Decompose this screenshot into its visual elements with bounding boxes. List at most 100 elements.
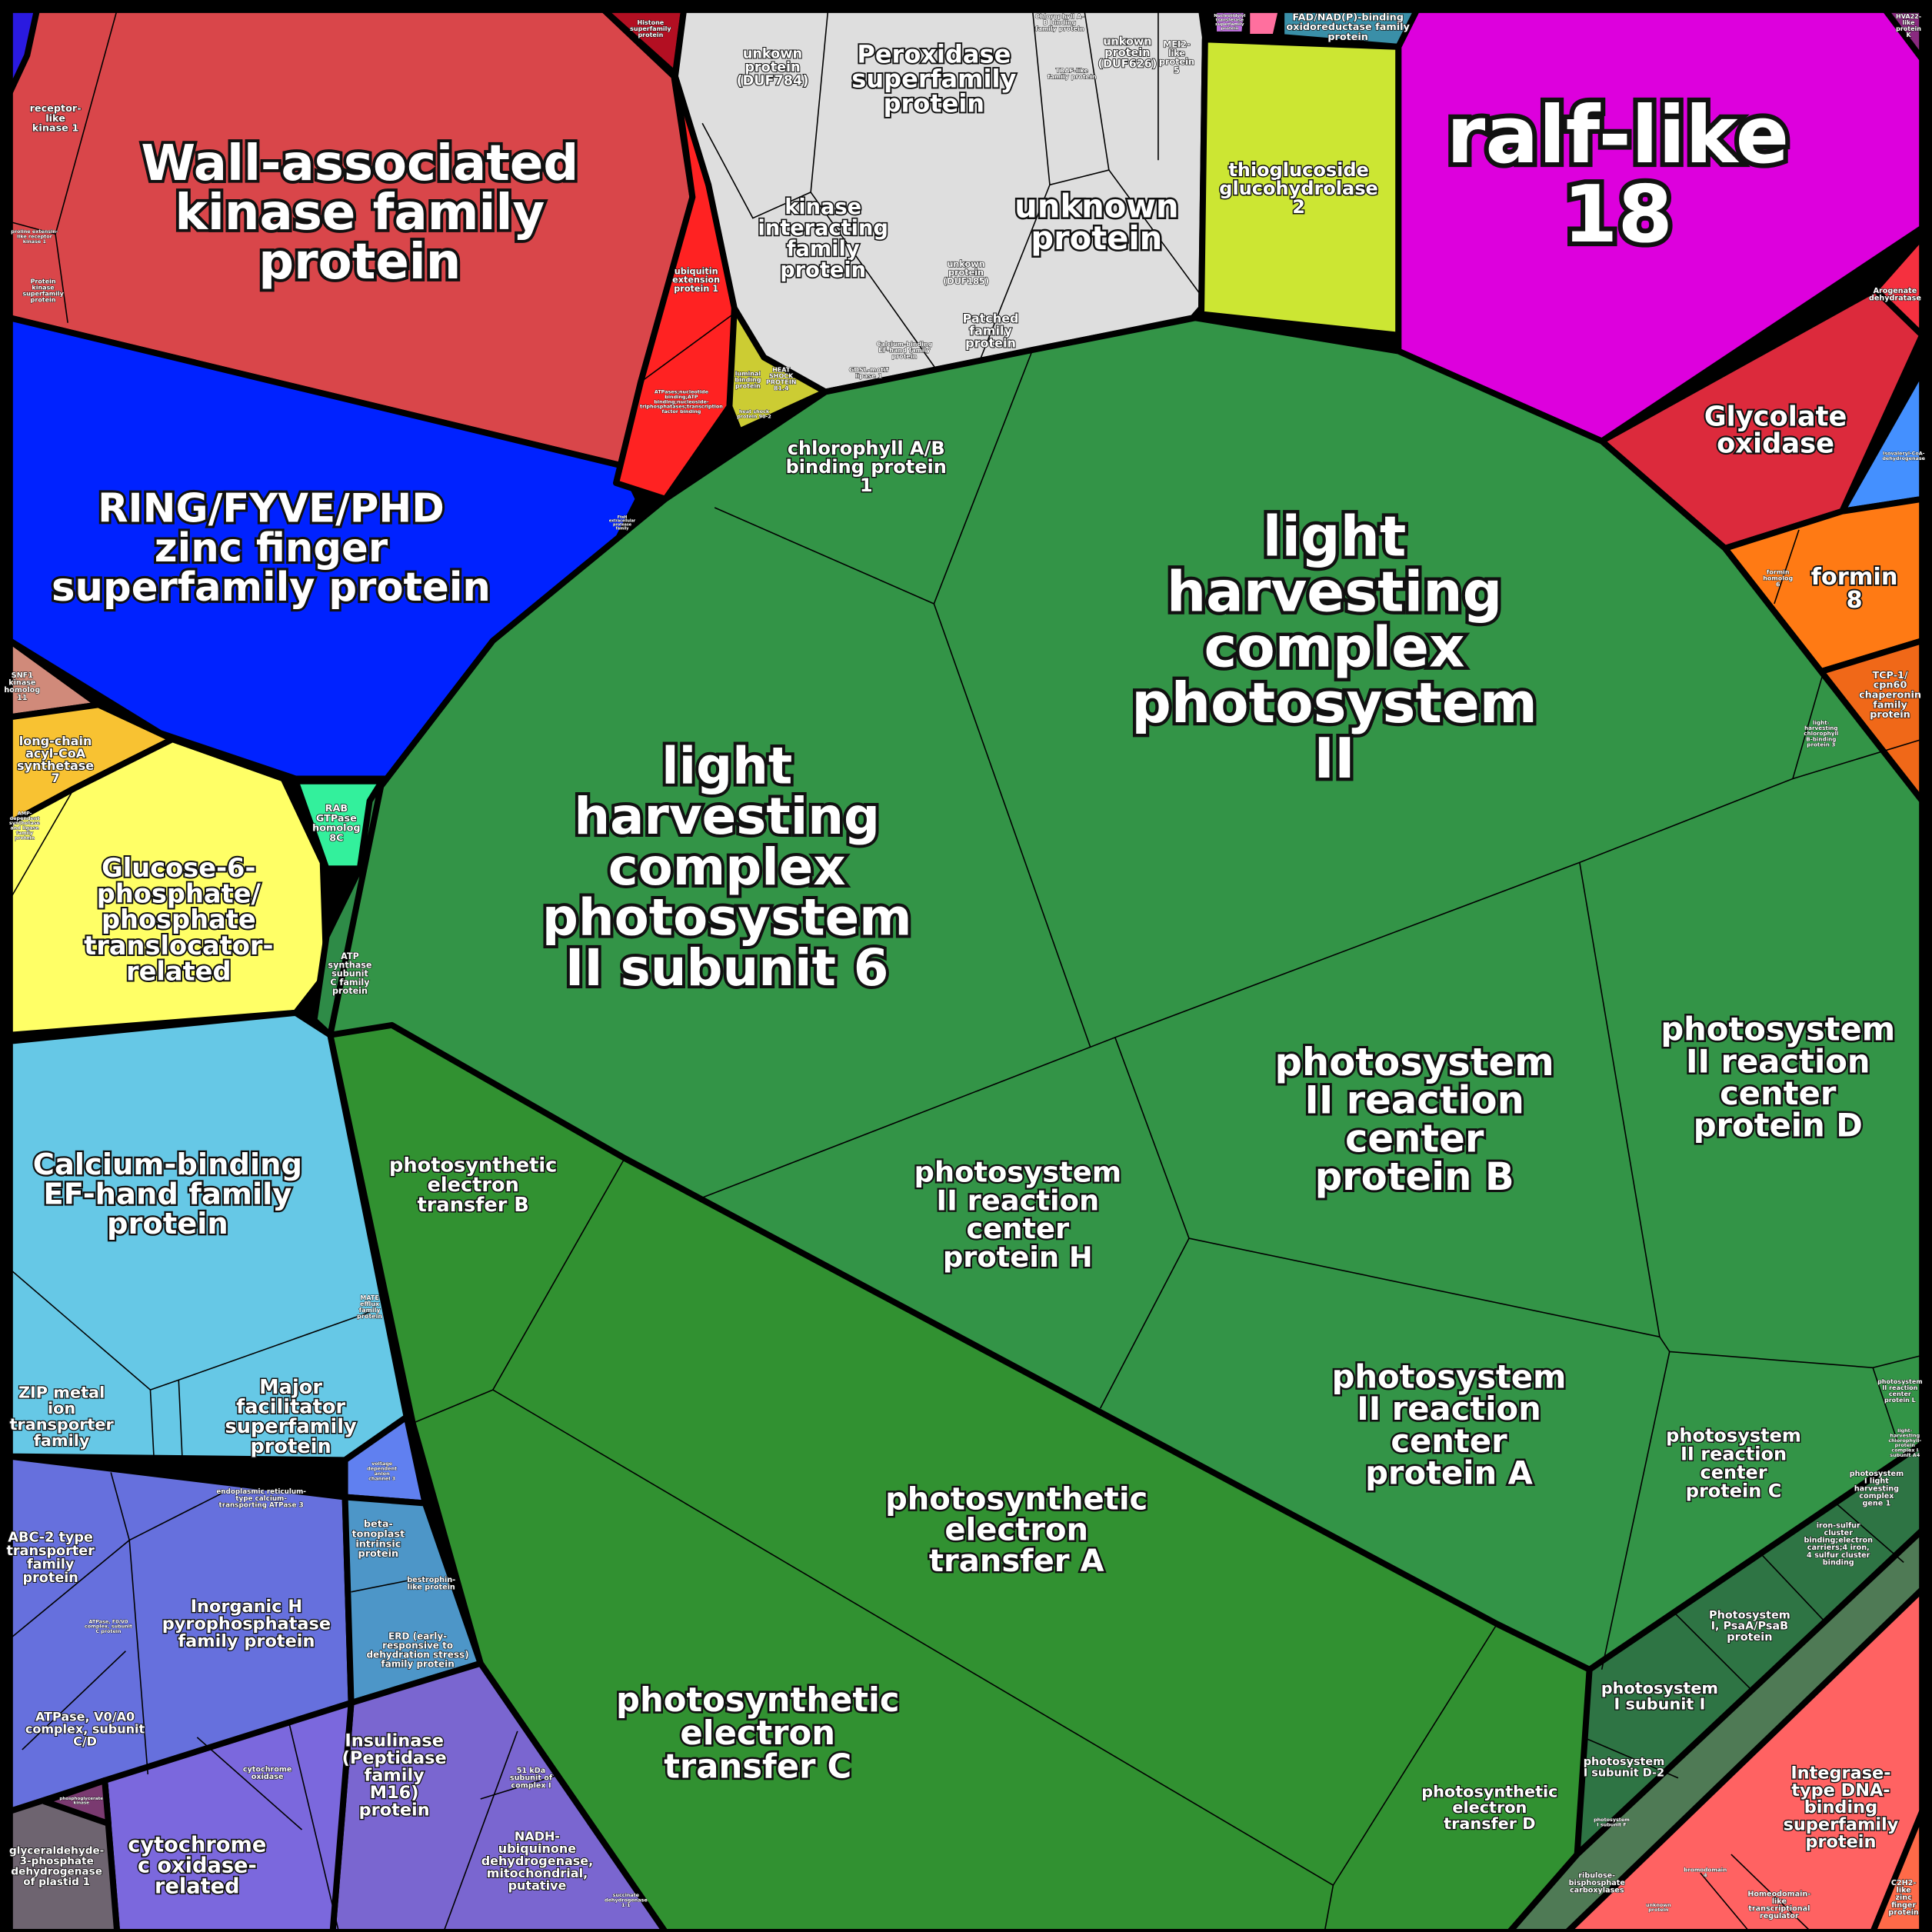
label-atpase-f0: ATPase, F0/V0 complex, subunit C protein bbox=[85, 1618, 132, 1634]
label-psii-d: photosystem II reaction center protein D bbox=[1661, 1010, 1895, 1144]
cell-pgk[interactable] bbox=[41, 1777, 112, 1827]
cell-integrase[interactable] bbox=[1564, 1586, 1926, 1932]
label-line: kinase bbox=[8, 678, 36, 687]
label-line: photosystem bbox=[1877, 1377, 1923, 1384]
label-line: Calcium-binding bbox=[876, 340, 932, 347]
label-line: K bbox=[1906, 31, 1911, 38]
label-line: protein bbox=[31, 296, 56, 303]
label-line: RING/FYVE/PHD bbox=[98, 486, 445, 532]
label-line: Photosystem bbox=[1709, 1609, 1790, 1621]
label-line: Arogenate bbox=[1874, 287, 1917, 295]
label-line: mitochondrial, bbox=[487, 1866, 588, 1880]
cell-pink-small[interactable] bbox=[1244, 6, 1285, 41]
label-line: photosystem bbox=[1584, 1756, 1664, 1768]
cell-hva22[interactable] bbox=[1882, 6, 1926, 62]
cell-boundary bbox=[9, 221, 56, 235]
label-line: 18 bbox=[1563, 168, 1673, 260]
label-nadh: NADH-ubiquinone dehydrogenase, mitochondri… bbox=[481, 1829, 594, 1893]
label-line: electron bbox=[680, 1714, 835, 1753]
cell-boundary bbox=[810, 192, 938, 371]
label-line: type calcium- bbox=[235, 1495, 287, 1503]
label-line: protease bbox=[613, 522, 632, 527]
label-mate: MATE efflux family protein bbox=[357, 1294, 382, 1319]
label-line: proline extensin- bbox=[11, 228, 58, 235]
cell-boundary bbox=[640, 313, 734, 383]
label-mfs: Major facilitator superfamily protein bbox=[225, 1376, 357, 1458]
label-psii-c: photosystem II reaction center protein C bbox=[1666, 1424, 1801, 1501]
label-line: family bbox=[616, 526, 630, 531]
label-line: family bbox=[34, 1431, 90, 1450]
label-line: oxidoreductase family bbox=[1286, 22, 1410, 33]
label-line: and ligase bbox=[11, 825, 40, 831]
label-line: FtsH bbox=[618, 515, 627, 519]
cell-boundary bbox=[178, 1380, 183, 1461]
label-line: protein bbox=[1104, 47, 1150, 59]
label-line: photosynthetic bbox=[616, 1681, 900, 1720]
cell-c2h2[interactable] bbox=[1870, 1807, 1926, 1932]
label-line: regulator bbox=[1760, 1912, 1799, 1920]
label-line: triphosphatases;transcription bbox=[640, 404, 723, 410]
label-line: protein D bbox=[1694, 1106, 1863, 1144]
label-line: c oxidase- bbox=[138, 1854, 257, 1877]
label-line: ubiquinone bbox=[498, 1841, 577, 1856]
label-line: protein B bbox=[1315, 1154, 1514, 1199]
label-tcp1: TCP-1/cpn60 chaperonin family protein bbox=[1859, 669, 1921, 720]
label-line: like bbox=[1772, 1897, 1787, 1905]
label-cyt-c-oxidase: cytochrome c oxidase-related bbox=[128, 1833, 266, 1898]
label-histone: Histone superfamily protein bbox=[630, 18, 671, 38]
label-line: protein L bbox=[1884, 1396, 1916, 1403]
label-line: extension bbox=[672, 275, 720, 285]
label-bestrophin: bestrophin-like protein bbox=[407, 1575, 455, 1591]
label-lhca4: light-harvesting chlorophyll-protein compl… bbox=[1888, 1427, 1921, 1458]
label-line: Glycolate bbox=[1704, 401, 1847, 432]
label-snf1: SNF1 kinase homolog 11 bbox=[4, 671, 40, 701]
label-psii-b: photosystem II reaction center protein B bbox=[1274, 1040, 1554, 1199]
label-line: family bbox=[969, 323, 1012, 338]
cell-rubisco-band[interactable] bbox=[1506, 1527, 1926, 1932]
label-line: acyl-CoA bbox=[25, 745, 86, 760]
label-line: protein bbox=[332, 986, 368, 996]
label-line: unkown bbox=[947, 258, 984, 268]
cell-corner-blue[interactable] bbox=[6, 6, 41, 96]
label-line: protein bbox=[359, 1800, 430, 1820]
label-line: protein bbox=[1895, 1442, 1916, 1448]
label-line: subunit A4 bbox=[1890, 1452, 1920, 1458]
label-line: protein bbox=[1888, 1908, 1919, 1917]
label-line: protein bbox=[638, 31, 663, 38]
label-line: II reaction bbox=[936, 1184, 1099, 1217]
cell-arogenate[interactable] bbox=[1872, 233, 1926, 338]
label-line: cytochrome bbox=[243, 1765, 292, 1774]
label-fizzi: FtsH extracellular protease family bbox=[609, 515, 636, 530]
cell-boundary bbox=[9, 788, 75, 900]
label-line: homolog bbox=[4, 686, 40, 695]
label-arogenate: Arogenate dehydratase bbox=[1869, 287, 1921, 303]
label-line: protein 90-2 bbox=[737, 413, 771, 419]
label-line: Wall-associated bbox=[141, 135, 578, 192]
label-line: chaperonin bbox=[1859, 689, 1921, 701]
label-line: II reaction bbox=[1357, 1390, 1541, 1427]
cell-calcium-ef[interactable] bbox=[6, 1009, 410, 1464]
label-line: family bbox=[359, 1306, 381, 1313]
cell-atp-synthase[interactable] bbox=[311, 778, 385, 1038]
label-line: PROTEIN bbox=[766, 378, 796, 385]
label-line: cytochrome bbox=[128, 1833, 266, 1857]
label-line: harvesting bbox=[1890, 1432, 1920, 1438]
label-line: phosphoglycerate bbox=[59, 1797, 103, 1801]
label-line: superfamily bbox=[225, 1415, 357, 1438]
label-rab: RAB GTPase homolog 8C bbox=[312, 802, 360, 843]
label-line: photosystem bbox=[1131, 671, 1537, 736]
label-line: complex bbox=[1204, 616, 1464, 681]
cell-boundary bbox=[128, 1540, 149, 1775]
cell-labels: Wall-associated kinase family protein rece… bbox=[4, 11, 1926, 1920]
label-line: 8 bbox=[1846, 587, 1862, 614]
label-line: protein bbox=[15, 834, 35, 841]
label-line: II reaction bbox=[1686, 1042, 1870, 1080]
label-line: family bbox=[1873, 699, 1907, 711]
label-line: 8C bbox=[329, 832, 343, 844]
label-line: AMP- bbox=[18, 810, 32, 816]
label-line: ATPase, F0/V0 bbox=[88, 1618, 128, 1624]
label-line: type DNA- bbox=[1791, 1780, 1890, 1800]
label-line: photosystem bbox=[1594, 1817, 1630, 1823]
label-line: family protein bbox=[1048, 73, 1097, 80]
label-line: unknown bbox=[1014, 187, 1178, 225]
